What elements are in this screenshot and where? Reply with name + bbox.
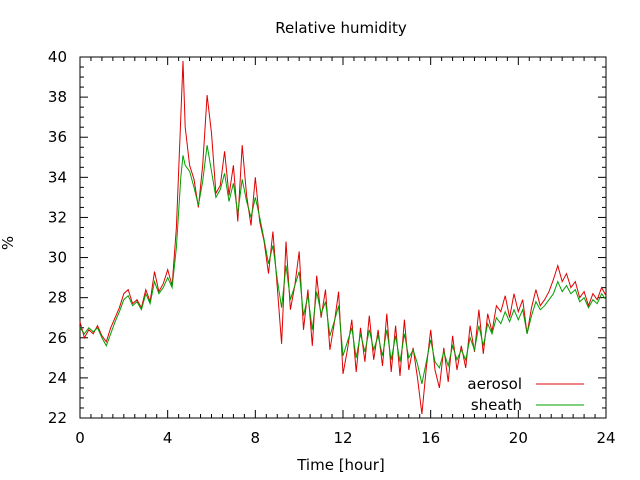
- x-tick-label: 8: [251, 429, 261, 447]
- y-tick-label: 24: [48, 369, 67, 387]
- y-tick-label: 40: [48, 48, 67, 66]
- y-tick-label: 22: [48, 409, 67, 427]
- x-tick-label: 16: [421, 429, 440, 447]
- chart-title: Relative humidity: [275, 19, 407, 37]
- x-tick-label: 4: [163, 429, 173, 447]
- y-tick-label: 28: [48, 289, 67, 307]
- minor-ticks: [80, 57, 606, 418]
- legend-label-aerosol: aerosol: [467, 375, 522, 393]
- x-axis-label: Time [hour]: [296, 456, 385, 474]
- x-tick-label: 24: [596, 429, 615, 447]
- y-tick-label: 36: [48, 128, 67, 146]
- x-tick-label: 0: [75, 429, 85, 447]
- legend-label-sheath: sheath: [471, 396, 522, 414]
- y-tick-label: 32: [48, 208, 67, 226]
- legend: aerosol sheath: [467, 375, 584, 414]
- y-tick-label: 26: [48, 329, 67, 347]
- x-tick-label: 20: [509, 429, 528, 447]
- x-tick-label: 12: [333, 429, 352, 447]
- plot-frame: [79, 56, 607, 419]
- plot-area: 0 4 8 12 16 20 24 22 24 26 28 30 32 34 36 38 40: [48, 48, 616, 447]
- y-tick-label: 34: [48, 168, 67, 186]
- series-line-aerosol: [79, 60, 607, 415]
- y-axis: 22 24 26 28 30 32 34 36 38 40: [48, 48, 606, 427]
- y-tick-label: 38: [48, 88, 67, 106]
- series-line-sheath: [79, 145, 607, 385]
- x-axis: 0 4 8 12 16 20 24: [75, 57, 616, 447]
- series-group: [79, 60, 607, 415]
- y-tick-label: 30: [48, 249, 67, 267]
- y-axis-label: %: [0, 236, 17, 250]
